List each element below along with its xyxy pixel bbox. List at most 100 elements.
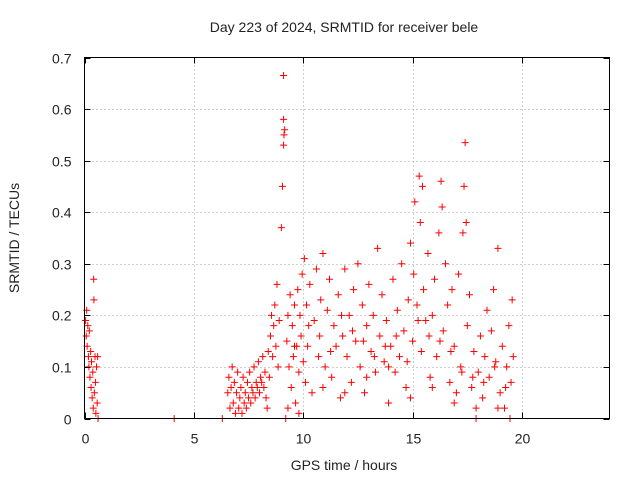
- data-point: [87, 347, 95, 355]
- data-point: [281, 126, 289, 134]
- data-point: [291, 342, 298, 350]
- data-point: [447, 347, 455, 355]
- data-point: [509, 353, 517, 361]
- data-point: [272, 342, 280, 350]
- data-point: [502, 384, 510, 392]
- data-point: [84, 322, 92, 330]
- data-point: [226, 404, 234, 412]
- data-point: [288, 322, 296, 330]
- data-point: [87, 384, 95, 392]
- data-point: [328, 373, 336, 381]
- data-point: [332, 342, 340, 350]
- x-tick-label: 20: [515, 431, 531, 447]
- data-point: [411, 198, 419, 206]
- data-point: [239, 373, 247, 381]
- x-tick-label: 10: [296, 431, 312, 447]
- axis-ticks: 0 0.1 0.2 0.3 0.4 0.5 0.6 0.7 0 5 10 15 20: [52, 51, 610, 447]
- data-point: [303, 301, 311, 309]
- data-point: [490, 286, 498, 294]
- data-point: [243, 378, 251, 386]
- data-point: [306, 280, 314, 288]
- data-point: [82, 317, 90, 325]
- data-point: [334, 291, 342, 299]
- data-point: [93, 399, 101, 407]
- data-point: [270, 322, 278, 330]
- data-point: [284, 404, 292, 412]
- data-point: [380, 358, 388, 366]
- data-point: [385, 363, 393, 371]
- data-point: [265, 373, 273, 381]
- data-point: [280, 72, 288, 80]
- data-point: [398, 260, 406, 268]
- data-point: [227, 384, 235, 392]
- data-point: [86, 373, 94, 381]
- data-point: [250, 363, 258, 371]
- data-point: [224, 389, 232, 397]
- data-point: [262, 394, 270, 402]
- data-point: [358, 301, 366, 309]
- data-point: [280, 115, 288, 123]
- y-tick-label: 0.3: [52, 257, 72, 273]
- y-tick-label: 0.5: [52, 154, 72, 170]
- data-point: [417, 347, 425, 355]
- data-point: [235, 404, 243, 412]
- data-point: [428, 384, 436, 392]
- data-point: [85, 327, 93, 335]
- data-point: [459, 229, 467, 237]
- data-point: [450, 399, 458, 407]
- data-point: [266, 332, 274, 340]
- chart-title: Day 223 of 2024, SRMTID for receiver bel…: [210, 19, 479, 35]
- data-point: [269, 353, 277, 361]
- data-point: [441, 260, 449, 268]
- data-point: [280, 141, 288, 149]
- data-point: [501, 404, 508, 412]
- data-point: [327, 347, 335, 355]
- data-point: [91, 378, 99, 386]
- data-point: [273, 280, 281, 288]
- data-point: [389, 275, 397, 283]
- data-point: [228, 363, 236, 371]
- data-point: [413, 301, 421, 309]
- data-point: [431, 275, 438, 283]
- data-point: [89, 368, 97, 376]
- y-tick-label: 0: [64, 412, 72, 428]
- data-point: [289, 353, 297, 361]
- data-point: [370, 353, 378, 361]
- data-point: [371, 368, 379, 376]
- data-point: [354, 260, 362, 268]
- data-point: [292, 399, 300, 407]
- data-point: [396, 353, 403, 361]
- data-point: [300, 255, 308, 263]
- data-point: [85, 363, 93, 371]
- data-point: [415, 172, 423, 180]
- data-point: [503, 363, 511, 371]
- data-point: [446, 378, 454, 386]
- data-point: [296, 311, 304, 319]
- data-point: [498, 342, 506, 350]
- data-point: [312, 265, 320, 273]
- data-point: [89, 404, 97, 412]
- data-point: [278, 182, 286, 190]
- data-point: [274, 363, 282, 371]
- data-point: [254, 358, 262, 366]
- data-point: [264, 347, 272, 355]
- data-point: [241, 389, 249, 397]
- data-point: [234, 368, 242, 376]
- data-point: [301, 378, 309, 386]
- data-point: [507, 378, 515, 386]
- data-point: [414, 317, 422, 325]
- data-point: [263, 404, 271, 412]
- data-point: [461, 139, 469, 147]
- data-point: [245, 394, 253, 402]
- data-point: [457, 363, 465, 371]
- data-point: [347, 378, 355, 386]
- data-point: [88, 358, 95, 366]
- x-tick-label: 0: [82, 431, 90, 447]
- data-point: [402, 384, 410, 392]
- data-point: [230, 378, 238, 386]
- data-point: [82, 332, 90, 340]
- data-point: [381, 342, 389, 350]
- data-point: [462, 219, 470, 227]
- data-point: [253, 384, 261, 392]
- data-point: [403, 358, 411, 366]
